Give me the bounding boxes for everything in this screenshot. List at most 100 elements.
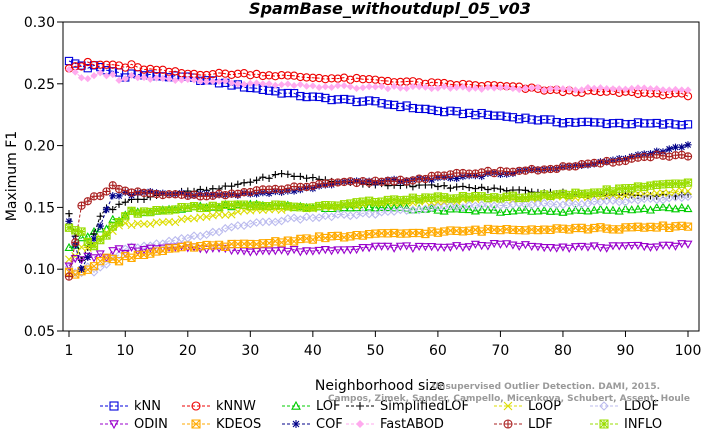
data-point	[565, 85, 573, 93]
legend-item-fastabod: FastABOD	[346, 417, 444, 432]
data-point	[633, 204, 643, 213]
data-point	[671, 120, 680, 129]
data-point	[364, 244, 374, 253]
data-point	[684, 86, 692, 94]
data-point	[264, 217, 274, 227]
data-point	[96, 235, 105, 245]
data-point	[289, 246, 299, 255]
data-point	[221, 77, 229, 85]
data-point	[109, 205, 117, 214]
data-point	[584, 83, 592, 92]
data-point	[308, 203, 317, 212]
data-point	[627, 241, 637, 251]
data-point	[646, 194, 655, 203]
data-point	[428, 84, 436, 93]
data-point	[302, 92, 311, 102]
legend-item-simplifiedlof: SimplifiedLOF	[346, 399, 469, 414]
data-point	[315, 83, 323, 92]
legend-label: kNNW	[216, 399, 256, 414]
data-point	[615, 85, 623, 93]
legend-item-kdeos: KDEOS	[182, 417, 261, 432]
data-point	[377, 207, 387, 217]
data-point	[152, 65, 161, 75]
data-point	[252, 79, 261, 87]
data-point	[614, 197, 624, 207]
data-point	[395, 242, 405, 251]
data-point	[465, 108, 474, 118]
data-point	[102, 206, 111, 214]
x-tick-label: 80	[554, 343, 572, 359]
data-point	[233, 207, 242, 216]
data-point	[527, 115, 536, 124]
watermark-line-1: Unsupervised Outlier Detection. DAMI, 20…	[432, 382, 660, 392]
data-point	[264, 201, 274, 211]
data-point	[489, 205, 499, 214]
data-point	[259, 80, 267, 88]
data-point	[296, 80, 304, 89]
data-point	[396, 205, 405, 215]
data-point	[558, 207, 568, 216]
data-point	[595, 244, 605, 253]
data-point	[552, 200, 562, 210]
data-point	[383, 100, 393, 109]
data-point	[508, 206, 518, 215]
legend-label: KDEOS	[216, 417, 261, 432]
data-point	[339, 200, 349, 209]
data-point	[533, 199, 543, 209]
data-point	[558, 200, 568, 210]
data-point	[683, 222, 693, 231]
data-point	[503, 401, 513, 411]
legend-label: INFLO	[624, 417, 662, 432]
y-axis-label: Maximum F1	[4, 131, 20, 221]
data-point	[221, 182, 229, 190]
data-point	[590, 118, 599, 127]
data-point	[208, 227, 218, 237]
data-point	[145, 244, 155, 253]
data-point	[283, 88, 292, 98]
series-kdeos	[64, 221, 693, 279]
data-point	[571, 118, 580, 127]
data-point	[602, 196, 612, 206]
data-point	[258, 217, 268, 227]
data-point	[677, 179, 686, 188]
data-point	[515, 85, 523, 94]
data-point	[484, 83, 492, 92]
data-point	[202, 245, 212, 254]
data-point	[653, 85, 661, 93]
data-point	[489, 240, 499, 249]
data-point	[640, 119, 649, 128]
data-point	[664, 241, 674, 250]
data-point	[633, 118, 643, 127]
y-tick-label: 0.05	[24, 324, 55, 340]
data-point	[646, 119, 655, 128]
data-point	[489, 201, 499, 211]
data-point	[196, 213, 205, 222]
data-point	[646, 192, 655, 200]
data-point	[603, 84, 611, 93]
data-point	[289, 213, 299, 223]
data-point	[190, 76, 198, 84]
data-point	[545, 206, 555, 215]
data-point	[421, 83, 429, 91]
data-point	[433, 205, 443, 214]
data-point	[583, 189, 593, 198]
data-point	[334, 82, 342, 90]
data-point	[458, 243, 468, 252]
data-point	[495, 207, 505, 216]
data-point	[271, 72, 280, 81]
data-point	[89, 254, 99, 263]
data-point	[477, 200, 487, 210]
data-point	[64, 272, 74, 281]
data-point	[665, 145, 673, 153]
data-point	[352, 97, 361, 107]
data-point	[308, 213, 318, 223]
series-layer	[64, 56, 693, 281]
data-point	[77, 74, 86, 82]
data-point	[533, 206, 543, 215]
data-point	[414, 242, 424, 252]
data-point	[252, 218, 261, 227]
data-point	[314, 246, 324, 256]
data-point	[677, 202, 687, 212]
data-point	[333, 210, 343, 219]
data-point	[333, 201, 343, 210]
